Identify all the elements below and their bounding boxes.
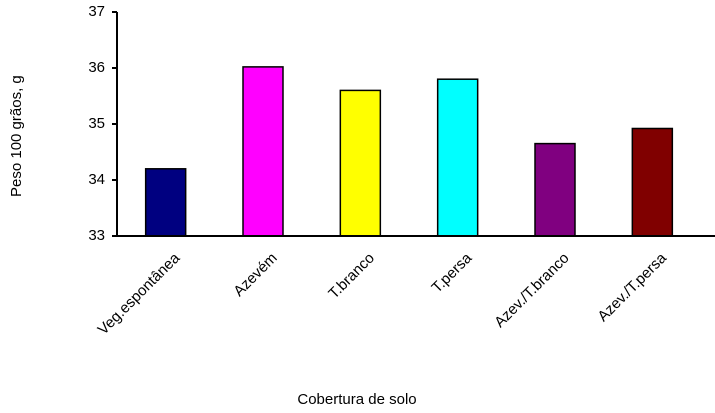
x-tick-label: Azevém [230, 250, 280, 300]
x-axis-title: Cobertura de solo [297, 391, 416, 408]
x-tick-label: Azev./T.persa [594, 249, 670, 325]
bar [631, 127, 674, 237]
bar [436, 78, 479, 237]
y-tick-label: 34 [88, 171, 105, 188]
bar [144, 168, 187, 237]
y-tick-label: 36 [88, 59, 105, 76]
x-tick-label: T.branco [325, 250, 378, 303]
x-tick-label: Azev./T.branco [491, 250, 572, 331]
x-tick-label: Veg.espontânea [95, 249, 184, 338]
y-axis-title: Peso 100 grãos, g [8, 75, 25, 197]
bar [534, 142, 576, 237]
x-tick-label: T.persa [428, 249, 475, 296]
y-tick-label: 35 [88, 115, 105, 132]
y-tick-label: 33 [88, 227, 105, 244]
bar [242, 66, 284, 237]
bar [339, 89, 382, 237]
y-tick-label: 37 [88, 3, 105, 20]
